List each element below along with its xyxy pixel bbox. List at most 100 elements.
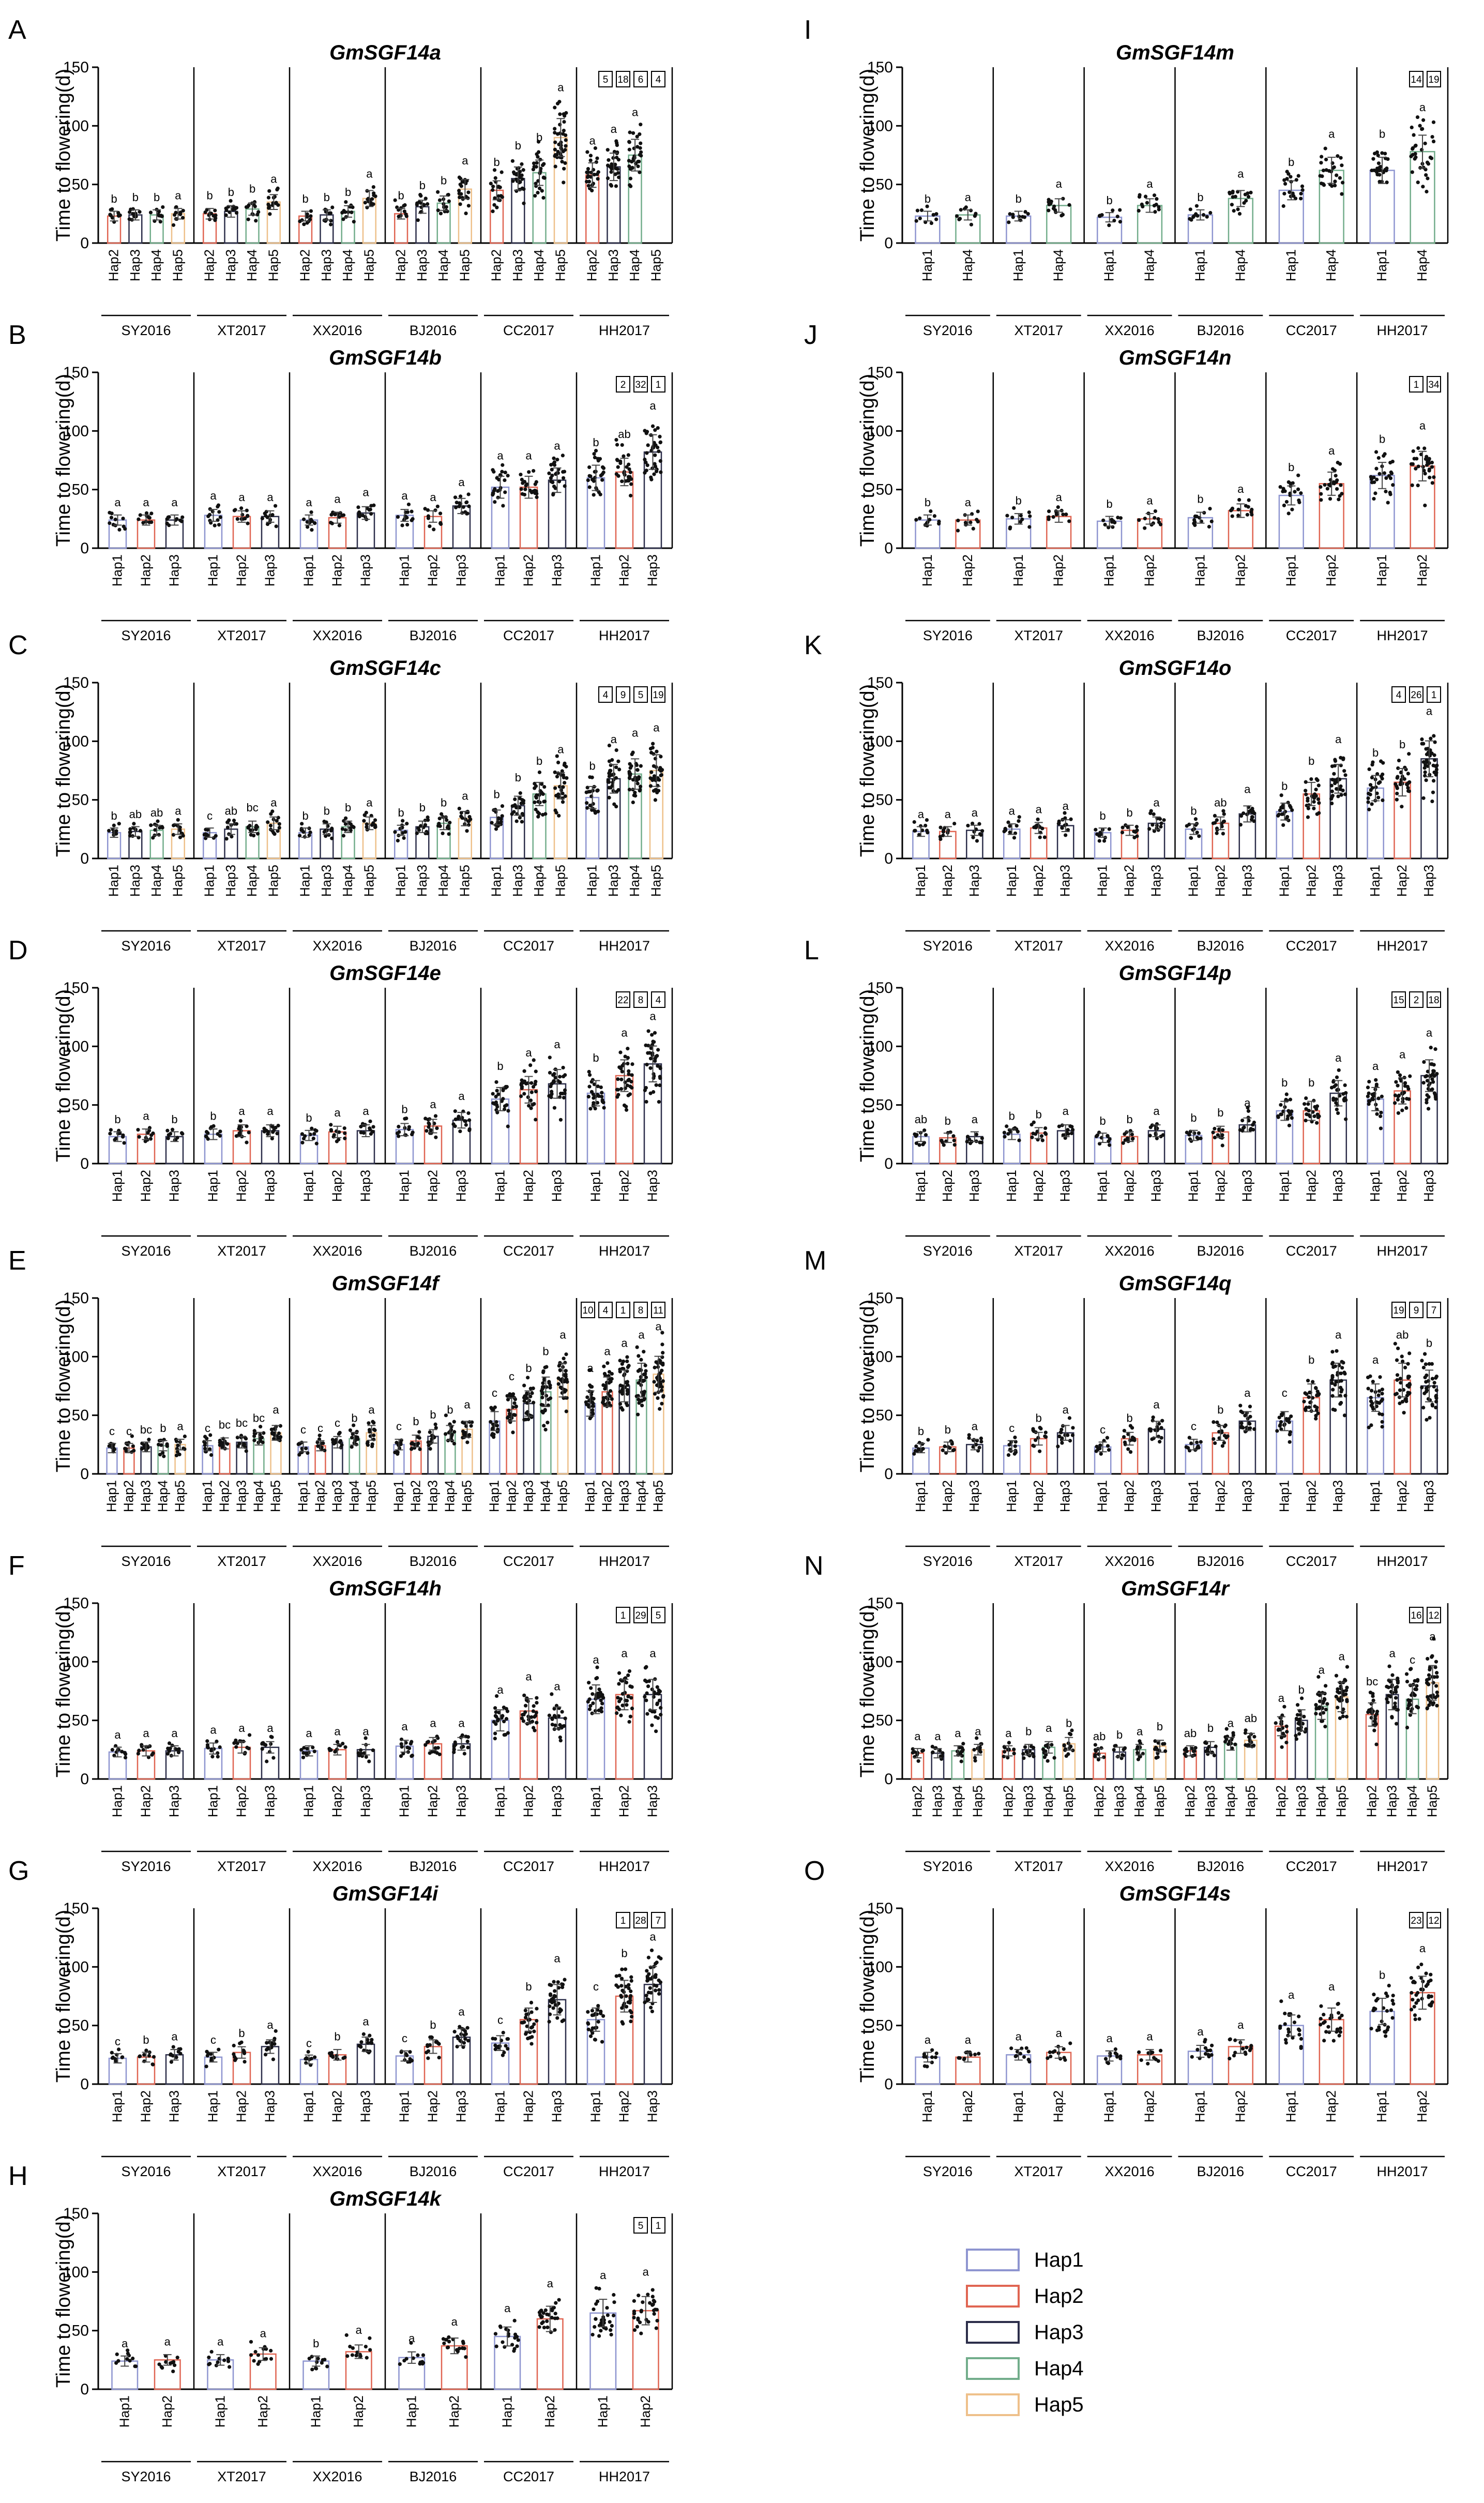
- data-point: [1113, 520, 1117, 525]
- data-point: [426, 2056, 430, 2060]
- data-point: [1372, 168, 1376, 172]
- data-point: [452, 1750, 456, 1754]
- data-point: [973, 214, 977, 218]
- sig-letter: b: [497, 1060, 503, 1073]
- data-point: [1252, 811, 1256, 816]
- data-point: [426, 508, 430, 512]
- data-point: [616, 1077, 620, 1081]
- data-point: [176, 818, 180, 822]
- data-point: [543, 1409, 547, 1413]
- sig-letter: b: [494, 788, 500, 801]
- data-point: [550, 1082, 554, 1086]
- data-point: [456, 2349, 460, 2354]
- data-point: [398, 2362, 402, 2366]
- data-point: [533, 482, 537, 486]
- sig-letter: a: [334, 1106, 341, 1119]
- env-label: XX2016: [1105, 628, 1155, 643]
- data-point: [1284, 500, 1289, 504]
- hap-label: Hap1: [1010, 249, 1026, 281]
- data-point: [653, 428, 657, 432]
- hap-label: Hap4: [244, 865, 260, 897]
- data-point: [433, 1422, 437, 1426]
- data-point: [642, 1392, 646, 1396]
- data-point: [553, 2328, 557, 2332]
- data-point: [541, 2311, 546, 2315]
- count-label: 2: [620, 380, 626, 390]
- data-point: [611, 2313, 616, 2318]
- env-label: CC2017: [1286, 628, 1337, 643]
- data-point: [1153, 210, 1157, 214]
- data-point: [1019, 514, 1023, 518]
- data-point: [590, 1692, 595, 1696]
- data-point: [914, 518, 918, 522]
- data-point: [498, 185, 502, 189]
- hap-label: Hap1: [582, 1480, 598, 1512]
- data-point: [503, 470, 507, 475]
- data-point: [637, 1381, 641, 1385]
- data-point: [563, 794, 567, 798]
- data-point: [653, 1365, 657, 1369]
- data-point: [259, 1439, 263, 1443]
- data-point: [427, 1125, 431, 1129]
- data-point: [553, 1076, 557, 1080]
- data-point: [1299, 191, 1303, 196]
- data-point: [645, 1691, 649, 1695]
- data-point: [550, 473, 554, 478]
- hap-label: Hap2: [521, 2090, 536, 2122]
- data-point: [352, 220, 356, 224]
- count-box: [581, 1302, 595, 1318]
- data-point: [652, 764, 656, 768]
- data-point: [492, 168, 497, 172]
- hap-label: Hap1: [1095, 865, 1110, 897]
- y-axis-label: Time to flowering(d): [53, 1910, 74, 2083]
- hap-label: Hap1: [393, 865, 408, 897]
- data-point: [404, 212, 408, 216]
- data-point: [1061, 213, 1065, 217]
- data-point: [656, 426, 660, 430]
- count-box: [651, 1912, 665, 1928]
- data-point: [108, 510, 112, 515]
- data-point: [544, 1385, 549, 1389]
- sig-letter: c: [492, 1386, 497, 1399]
- data-point: [558, 1368, 563, 1373]
- data-point: [608, 770, 612, 774]
- data-point: [340, 210, 344, 215]
- data-point: [397, 1134, 401, 1138]
- data-point: [161, 1451, 165, 1455]
- env-label: CC2017: [503, 628, 554, 643]
- data-point: [372, 1427, 376, 1431]
- data-point: [505, 1394, 509, 1398]
- data-point: [1094, 827, 1098, 832]
- data-point: [313, 2366, 318, 2370]
- data-point: [608, 2320, 612, 2324]
- data-point: [615, 443, 619, 447]
- hap-label: Hap1: [588, 1170, 603, 1202]
- data-point: [402, 204, 406, 208]
- data-point: [644, 1698, 648, 1702]
- data-point: [532, 161, 536, 165]
- data-point: [227, 2365, 232, 2369]
- data-point: [595, 2026, 599, 2030]
- data-point: [1330, 467, 1335, 471]
- data-point: [605, 2305, 609, 2310]
- data-point: [657, 778, 661, 782]
- data-point: [592, 172, 597, 177]
- data-point: [452, 1747, 456, 1752]
- data-point: [459, 184, 463, 188]
- data-point: [1026, 212, 1030, 216]
- hap-label: Hap3: [521, 1480, 536, 1512]
- hap-label: Hap3: [166, 1170, 182, 1202]
- count-box: [633, 2217, 648, 2234]
- data-point: [340, 827, 345, 831]
- data-point: [1245, 512, 1249, 517]
- data-point: [526, 1417, 531, 1422]
- data-point: [518, 816, 522, 820]
- data-point: [252, 1434, 256, 1438]
- env-label: SY2016: [121, 2164, 171, 2179]
- data-point: [268, 823, 273, 828]
- data-point: [204, 827, 208, 832]
- sig-letter: a: [362, 1725, 369, 1738]
- data-point: [428, 1430, 432, 1434]
- data-point: [512, 172, 517, 176]
- data-point: [1375, 167, 1380, 171]
